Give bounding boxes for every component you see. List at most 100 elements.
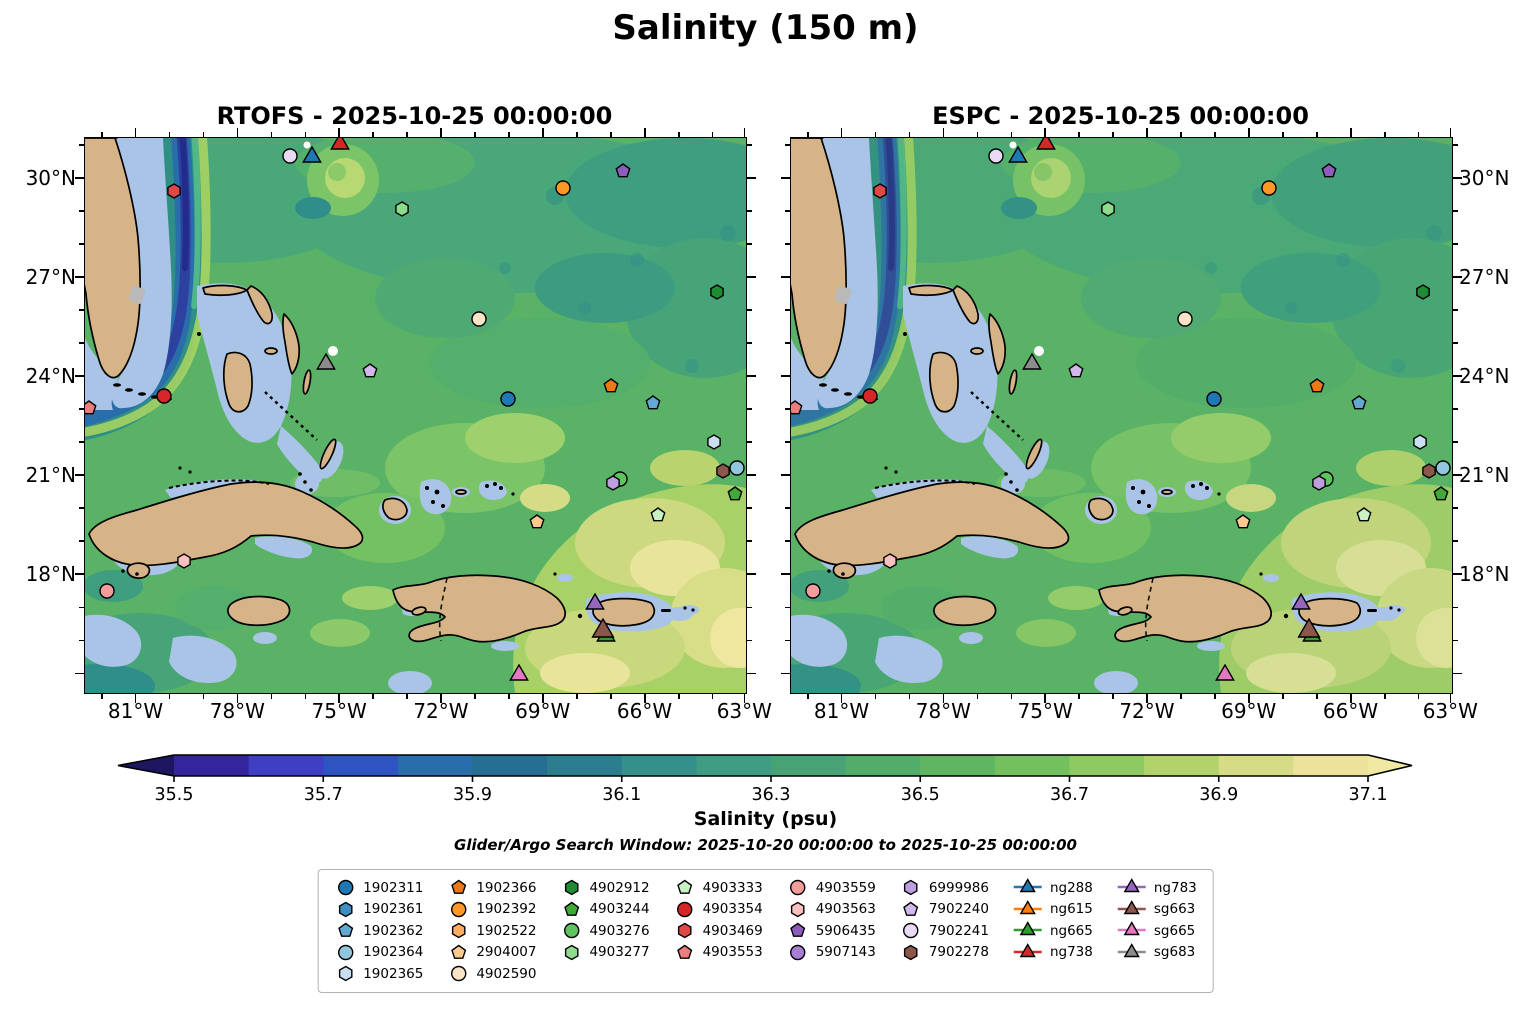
legend-entry-1902361: 1902361	[334, 899, 423, 921]
legend-column-5: 4903559 4903563 5906435 5907143	[787, 877, 876, 963]
marker-1902365	[1413, 434, 1427, 450]
marker-7902278	[1422, 463, 1436, 479]
axis-tick	[1452, 276, 1462, 278]
lon-label-75°W: 75°W	[311, 699, 367, 723]
marker-4903563	[177, 553, 191, 569]
marker-4903563	[790, 901, 805, 918]
axis-tick	[746, 177, 756, 179]
axis-tick	[75, 375, 84, 378]
legend-label: 1902392	[476, 901, 537, 918]
legend-label: 1902361	[363, 901, 424, 918]
marker-4903244	[727, 486, 743, 501]
cuba-cays	[874, 479, 976, 489]
axis-tick	[746, 144, 752, 146]
legend-label: 4903244	[589, 901, 650, 918]
legend-marker-4903244-icon	[563, 901, 579, 916]
axis-tick	[79, 144, 84, 146]
marker-4903333	[650, 507, 666, 522]
legend-label: 7902278	[928, 944, 989, 961]
axis-tick	[576, 693, 578, 699]
marker-4903563	[883, 553, 897, 569]
land-eleuthera	[988, 313, 1007, 375]
marker-white-spot-a	[303, 141, 311, 149]
marker-ng783	[1123, 878, 1140, 893]
axis-tick	[1349, 693, 1352, 703]
axis-tick	[1452, 441, 1458, 444]
legend-entry-4903553: 4903553	[674, 942, 763, 964]
marker-5906435	[615, 163, 631, 178]
axis-tick	[440, 128, 442, 137]
lat-label-24°N: 24°N	[25, 364, 76, 389]
salinity-field	[791, 138, 1452, 693]
legend-label: 4902590	[476, 965, 537, 982]
lat-label-right-27°N: 27°N	[1459, 265, 1510, 290]
colorbar-tick-35.7: 35.7	[303, 785, 343, 805]
lon-label-81°W: 81°W	[813, 699, 870, 723]
axis-tick	[1449, 693, 1452, 703]
axis-tick	[134, 128, 137, 137]
marker-1902392	[1261, 180, 1277, 196]
legend-label: ng615	[1049, 901, 1093, 918]
legend-entry-6999986: 6999986	[900, 877, 989, 899]
land-cat-island	[1008, 369, 1018, 395]
land-gonave	[1117, 606, 1133, 616]
rtofs-map-canvas	[85, 138, 746, 693]
axis-tick	[785, 144, 790, 146]
legend-marker-1902365-icon	[338, 965, 353, 982]
colorbar-title: Salinity (psu)	[693, 808, 838, 830]
legend-marker-4903469-icon	[677, 922, 692, 939]
landmasses	[85, 138, 656, 643]
axis-tick	[1449, 128, 1452, 137]
legend-label: 1902522	[476, 922, 537, 939]
lat-label-right-21°N: 21°N	[1459, 463, 1510, 488]
legend-column-8: ng783 sg663 sg665 sg683	[1117, 877, 1197, 963]
land-long-island	[1025, 438, 1043, 470]
lat-label-30°N: 30°N	[25, 166, 76, 190]
legend-marker-4903563-icon	[790, 901, 805, 918]
marker-white-spot-b	[328, 346, 338, 356]
marker-4903469	[167, 183, 181, 199]
legend-label: 4903354	[702, 901, 763, 918]
axis-tick	[785, 243, 790, 245]
marker-sg683	[1022, 352, 1042, 370]
axis-tick	[785, 639, 790, 642]
legend-entry-1902522: 1902522	[447, 920, 536, 942]
axis-tick	[1452, 144, 1458, 146]
legend-marker-1902311-icon	[337, 880, 353, 896]
axis-tick	[781, 375, 790, 378]
axis-tick	[746, 573, 756, 576]
marker-white-spot-b	[1034, 346, 1044, 356]
legend-label: 1902362	[363, 922, 424, 939]
lon-label-66°W: 66°W	[616, 699, 673, 723]
lon-label-78°W: 78°W	[209, 699, 265, 723]
land-mayaguana	[455, 489, 467, 495]
marker-4903553	[791, 400, 803, 415]
land-long-island	[319, 438, 337, 470]
legend-label: 4903563	[815, 901, 876, 918]
legend-label: ng783	[1153, 879, 1197, 896]
axis-tick	[1214, 132, 1216, 137]
lat-label-right-18°N: 18°N	[1459, 562, 1510, 587]
lon-label-63°W: 63°W	[716, 699, 772, 723]
colorbar	[117, 754, 1413, 782]
axis-tick	[609, 693, 612, 699]
colorbar-tick-36.1: 36.1	[602, 785, 642, 805]
axis-tick	[785, 606, 790, 609]
legend-entry-4903354: 4903354	[674, 899, 763, 921]
legend-label: 1902366	[476, 879, 537, 896]
legend-entry-4903333: 4903333	[674, 877, 763, 899]
axis-tick	[304, 132, 307, 137]
land-mayaguana	[1161, 489, 1173, 495]
lon-label-63°W: 63°W	[1422, 699, 1478, 723]
axis-tick	[1417, 693, 1420, 699]
axis-tick	[1078, 693, 1081, 699]
axis-tick	[79, 408, 84, 411]
marker-4903277	[395, 201, 409, 217]
axis-tick	[746, 210, 752, 212]
axis-tick	[202, 132, 205, 137]
marker-1902362	[1351, 395, 1367, 410]
marker-1902392	[555, 180, 571, 196]
legend-entry-4902912: 4902912	[560, 877, 650, 899]
legend-marker-sg663-icon	[1117, 899, 1146, 914]
axis-tick	[542, 128, 544, 137]
